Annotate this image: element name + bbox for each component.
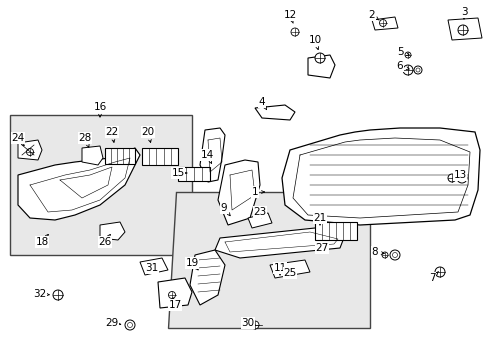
Text: 26: 26 (98, 237, 111, 247)
Circle shape (389, 250, 399, 260)
Circle shape (314, 53, 325, 63)
Text: 29: 29 (105, 318, 119, 328)
Circle shape (125, 320, 135, 330)
Polygon shape (218, 160, 260, 225)
Circle shape (434, 267, 444, 277)
Text: 6: 6 (396, 61, 403, 71)
Polygon shape (82, 146, 103, 165)
Text: 20: 20 (141, 127, 154, 137)
Text: 30: 30 (241, 318, 254, 328)
Text: 9: 9 (220, 203, 227, 213)
Circle shape (456, 173, 466, 183)
Text: 2: 2 (368, 10, 375, 20)
Polygon shape (158, 278, 192, 308)
Text: 19: 19 (185, 258, 198, 268)
Text: 3: 3 (460, 7, 467, 17)
Polygon shape (100, 222, 125, 240)
Text: 18: 18 (35, 237, 48, 247)
Polygon shape (105, 148, 135, 164)
Text: 25: 25 (283, 268, 296, 278)
Polygon shape (178, 167, 209, 181)
Text: 10: 10 (308, 35, 321, 45)
Circle shape (168, 292, 175, 298)
Circle shape (53, 290, 63, 300)
Circle shape (250, 321, 259, 329)
Polygon shape (200, 128, 224, 182)
Polygon shape (215, 228, 345, 258)
Circle shape (457, 25, 467, 35)
Polygon shape (168, 192, 369, 328)
Text: 31: 31 (145, 263, 158, 273)
Circle shape (290, 28, 298, 36)
Text: 1: 1 (251, 187, 258, 197)
Circle shape (447, 174, 455, 182)
Text: 11: 11 (273, 263, 286, 273)
Text: 15: 15 (171, 168, 184, 178)
Text: 17: 17 (168, 300, 181, 310)
Circle shape (404, 52, 410, 58)
Circle shape (379, 19, 386, 27)
Text: 5: 5 (396, 47, 403, 57)
Text: 4: 4 (258, 97, 265, 107)
Text: 24: 24 (11, 133, 24, 143)
Text: 14: 14 (200, 150, 213, 160)
Text: 8: 8 (371, 247, 378, 257)
Text: 22: 22 (105, 127, 119, 137)
Polygon shape (282, 128, 479, 225)
Text: 12: 12 (283, 10, 296, 20)
Polygon shape (247, 213, 271, 228)
Bar (10, 115, 192, 255)
Circle shape (26, 148, 34, 156)
Text: 28: 28 (78, 133, 91, 143)
Text: 21: 21 (313, 213, 326, 223)
Polygon shape (142, 148, 178, 165)
Text: 7: 7 (428, 273, 434, 283)
Text: 32: 32 (33, 289, 46, 299)
Polygon shape (254, 105, 294, 120)
Polygon shape (307, 55, 334, 78)
Polygon shape (140, 258, 168, 275)
Polygon shape (447, 18, 481, 40)
Circle shape (402, 65, 412, 75)
Text: 27: 27 (315, 243, 328, 253)
Text: 16: 16 (93, 102, 106, 112)
Text: 13: 13 (452, 170, 466, 180)
Polygon shape (18, 148, 140, 220)
Polygon shape (18, 140, 42, 160)
Circle shape (413, 66, 421, 74)
Polygon shape (190, 250, 224, 305)
Polygon shape (371, 17, 397, 30)
Polygon shape (314, 222, 356, 240)
Circle shape (381, 252, 387, 258)
Polygon shape (269, 260, 309, 278)
Text: 23: 23 (253, 207, 266, 217)
